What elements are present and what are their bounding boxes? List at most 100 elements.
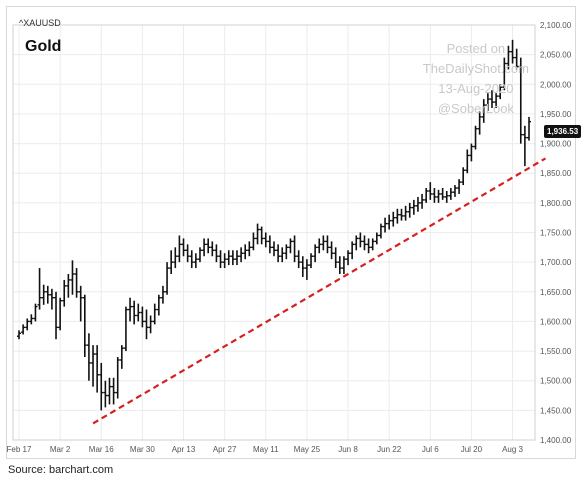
- y-tick-label: 1,850.00: [540, 169, 572, 178]
- ohlc-bar: [395, 208, 400, 224]
- ohlc-bar: [473, 125, 478, 150]
- ohlc-bar: [33, 303, 38, 322]
- x-tick-label: Jun 8: [338, 445, 358, 454]
- ohlc-bar: [29, 314, 34, 325]
- ohlc-bar: [185, 244, 190, 263]
- ohlc-bar: [152, 303, 157, 325]
- ohlc-bar: [272, 241, 276, 257]
- x-tick-label: Jul 20: [461, 445, 483, 454]
- y-tick-label: 1,750.00: [540, 229, 572, 238]
- ohlc-bar: [502, 57, 507, 91]
- ohlc-bar: [280, 247, 285, 263]
- chart-frame: 1,400.00 1,450.00 1,500.00 1,550.00 1,600.00…: [6, 6, 582, 460]
- ohlc-bar: [239, 247, 244, 263]
- ohlc-bar: [173, 247, 178, 269]
- ohlc-bar: [411, 199, 416, 215]
- ohlc-bar: [95, 345, 100, 393]
- plot-area[interactable]: 1,400.00 1,450.00 1,500.00 1,550.00 1,600.00…: [7, 7, 577, 460]
- ohlc-bar: [119, 345, 124, 369]
- x-tick-label: Aug 3: [502, 445, 523, 454]
- ohlc-bar: [234, 250, 239, 266]
- ohlc-bar: [123, 306, 128, 352]
- ohlc-bar: [136, 303, 141, 322]
- ohlc-bar: [247, 241, 252, 257]
- ohlc-bar: [181, 238, 186, 257]
- ohlc-bar: [222, 253, 227, 269]
- ohlc-bar: [510, 39, 515, 64]
- y-tick-label: 1,800.00: [540, 199, 572, 208]
- ohlc-bar: [54, 291, 59, 340]
- ohlc-bar: [489, 90, 494, 108]
- ohlc-bar: [477, 110, 482, 135]
- ohlc-bar: [313, 244, 318, 263]
- ohlc-bar: [370, 238, 375, 251]
- ohlc-bar: [432, 188, 437, 203]
- watermark-line-1: Posted on: [446, 41, 506, 56]
- ohlc-bar: [276, 244, 281, 263]
- ohlc-bar: [518, 57, 523, 144]
- ohlc-bar: [514, 48, 519, 70]
- ohlc-bar: [45, 285, 50, 304]
- y-tick-label: 1,600.00: [540, 317, 572, 326]
- ohlc-bar: [366, 238, 371, 254]
- ohlc-bar: [202, 238, 207, 257]
- ohlc-bar: [62, 279, 67, 307]
- ticker-label: ^XAUUSD: [19, 18, 61, 28]
- ohlc-bar: [103, 380, 108, 408]
- y-tick-label: 1,700.00: [540, 258, 572, 267]
- ohlc-bar: [428, 182, 433, 200]
- ohlc-bar: [66, 274, 71, 298]
- ohlc-bar: [165, 262, 170, 295]
- y-tick-label: 1,900.00: [540, 140, 572, 149]
- ohlc-bar: [407, 202, 412, 218]
- ohlc-bar: [78, 285, 83, 322]
- ohlc-bar: [362, 235, 367, 251]
- ohlc-bar: [214, 244, 219, 263]
- ohlc-bar: [292, 235, 297, 263]
- ohlc-bar: [91, 345, 96, 387]
- watermark-line-3: 13-Aug-2020: [438, 81, 514, 96]
- watermark: Posted on TheDailyShot.com 13-Aug-2020 @…: [423, 39, 529, 119]
- ohlc-bar: [337, 256, 342, 274]
- ohlc-bar: [107, 377, 112, 405]
- ohlc-bar: [259, 226, 264, 245]
- ohlc-bar: [25, 318, 30, 331]
- ohlc-bar: [284, 244, 289, 260]
- ohlc-bar: [226, 250, 231, 266]
- ohlc-bar: [457, 179, 462, 194]
- ohlc-bar: [115, 357, 120, 399]
- x-tick-label: Jun 22: [377, 445, 402, 454]
- watermark-line-4: @SoberLook: [437, 101, 514, 116]
- ohlc-bar: [58, 297, 63, 331]
- ohlc-bar: [144, 309, 149, 340]
- ohlc-bar: [255, 223, 260, 245]
- y-tick-label: 2,100.00: [540, 21, 572, 30]
- ohlc-bar: [383, 217, 388, 233]
- x-tick-label: Mar 16: [89, 445, 114, 454]
- ohlc-bar: [461, 167, 466, 186]
- plot-border: [12, 24, 536, 441]
- ohlc-bar: [317, 238, 322, 254]
- ohlc-bar: [321, 235, 326, 251]
- ohlc-bar: [156, 294, 161, 316]
- ohlc-bar: [21, 324, 26, 335]
- ohlc-bar: [465, 149, 470, 174]
- x-tick-label: May 11: [253, 445, 279, 454]
- ohlc-bar: [309, 253, 314, 269]
- ohlc-bar: [17, 330, 21, 340]
- y-tick-label: 1,650.00: [540, 288, 572, 297]
- y-tick-label: 1,950.00: [540, 110, 572, 119]
- ohlc-bar: [243, 244, 248, 260]
- ohlc-bar: [206, 238, 211, 254]
- ohlc-bar: [160, 285, 165, 304]
- ohlc-bar: [197, 247, 202, 263]
- ohlc-bar: [346, 250, 351, 266]
- x-tick-label: Feb 17: [7, 445, 32, 454]
- ohlc-bar: [263, 232, 268, 248]
- ohlc-bar: [230, 250, 235, 266]
- ohlc-bar: [41, 284, 46, 305]
- ohlc-bar: [177, 235, 182, 263]
- y-tick-label: 1,400.00: [540, 436, 572, 445]
- ohlc-bar: [218, 250, 223, 269]
- ohlc-bar: [132, 300, 137, 325]
